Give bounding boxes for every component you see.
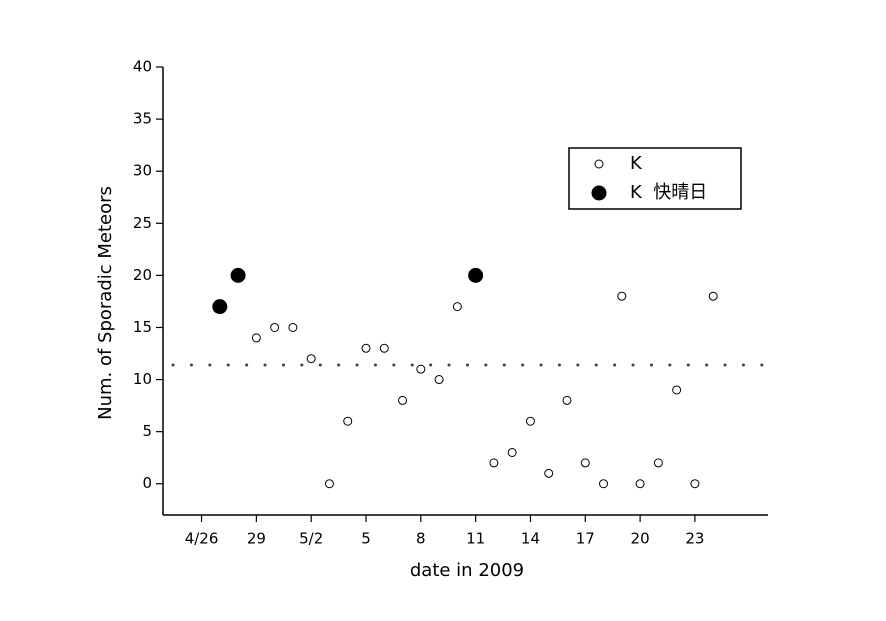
point (361, 343, 371, 353)
x-tick-label: 5 (361, 530, 371, 548)
x-axis-label: date in 2009 (410, 560, 524, 581)
x-tick-label: 11 (466, 530, 485, 548)
point (580, 458, 590, 468)
legend-marker (591, 185, 607, 201)
point (230, 267, 246, 283)
x-tick-label: 14 (521, 530, 540, 548)
legend-label: K (630, 153, 643, 174)
legend-marker (594, 159, 604, 169)
point (525, 416, 535, 426)
y-tick-label: 25 (133, 214, 152, 232)
point (452, 302, 462, 312)
point (617, 291, 627, 301)
point (672, 385, 682, 395)
point (690, 479, 700, 489)
point (324, 479, 334, 489)
point (270, 322, 280, 332)
point (708, 291, 718, 301)
x-tick-label: 5/2 (299, 530, 323, 548)
point (379, 343, 389, 353)
legend-box (568, 147, 742, 210)
y-tick-label: 30 (133, 162, 152, 180)
legend-label: K 快晴日 (630, 182, 707, 203)
point (544, 468, 554, 478)
x-tick-label: 17 (576, 530, 595, 548)
y-tick-label: 40 (133, 58, 152, 76)
point (507, 447, 517, 457)
y-axis-label: Num. of Sporadic Meteors (95, 186, 116, 420)
x-tick-label: 20 (631, 530, 650, 548)
x-tick-label: 4/26 (185, 530, 219, 548)
point (416, 364, 426, 374)
point (468, 267, 484, 283)
point (562, 395, 572, 405)
y-tick-label: 35 (133, 110, 152, 128)
legend: K K 快晴日 (568, 147, 742, 210)
point (212, 299, 228, 315)
point (251, 333, 261, 343)
x-tick-label: 29 (247, 530, 266, 548)
y-tick-label: 15 (133, 318, 152, 336)
point (635, 479, 645, 489)
y-tick-label: 0 (142, 474, 152, 492)
point (489, 458, 499, 468)
y-tick-label: 10 (133, 370, 152, 388)
point (306, 354, 316, 364)
point (599, 479, 609, 489)
point (434, 375, 444, 385)
point (343, 416, 353, 426)
point (398, 395, 408, 405)
x-tick-label: 8 (416, 530, 426, 548)
point (288, 322, 298, 332)
y-tick-label: 20 (133, 266, 152, 284)
x-tick-label: 23 (685, 530, 704, 548)
y-tick-label: 5 (142, 422, 152, 440)
point (653, 458, 663, 468)
